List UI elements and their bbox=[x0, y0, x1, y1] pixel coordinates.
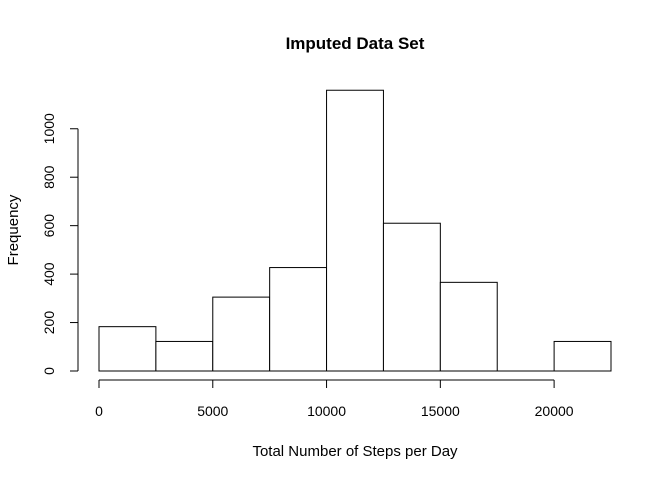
y-axis: 0 200 400 600 800 1000 bbox=[41, 113, 79, 375]
histogram-bar bbox=[439, 281, 498, 372]
y-tick-label: 800 bbox=[41, 165, 57, 189]
x-tick-label: 20000 bbox=[535, 403, 574, 419]
histogram-bar bbox=[98, 326, 157, 372]
x-axis: 0 5000 10000 15000 20000 bbox=[95, 379, 574, 419]
y-tick-label: 200 bbox=[41, 311, 57, 335]
x-tick-label: 0 bbox=[95, 403, 103, 419]
x-tick-label: 10000 bbox=[307, 403, 346, 419]
histogram-bar bbox=[382, 222, 441, 372]
x-tick-label: 5000 bbox=[197, 403, 228, 419]
y-tick-label: 1000 bbox=[41, 113, 57, 144]
y-tick-label: 400 bbox=[41, 262, 57, 286]
histogram-bar bbox=[212, 296, 271, 372]
y-tick-label: 600 bbox=[41, 214, 57, 238]
x-tick-label: 15000 bbox=[421, 403, 460, 419]
bars-group bbox=[98, 89, 612, 372]
chart-title: Imputed Data Set bbox=[286, 34, 425, 53]
histogram-bar bbox=[553, 340, 612, 372]
histogram-bar bbox=[326, 89, 384, 372]
y-axis-label: Frequency bbox=[5, 194, 22, 265]
histogram-bar bbox=[155, 340, 214, 372]
x-axis-label: Total Number of Steps per Day bbox=[252, 443, 458, 460]
y-tick-label: 0 bbox=[41, 367, 57, 375]
histogram-bar bbox=[269, 267, 328, 372]
